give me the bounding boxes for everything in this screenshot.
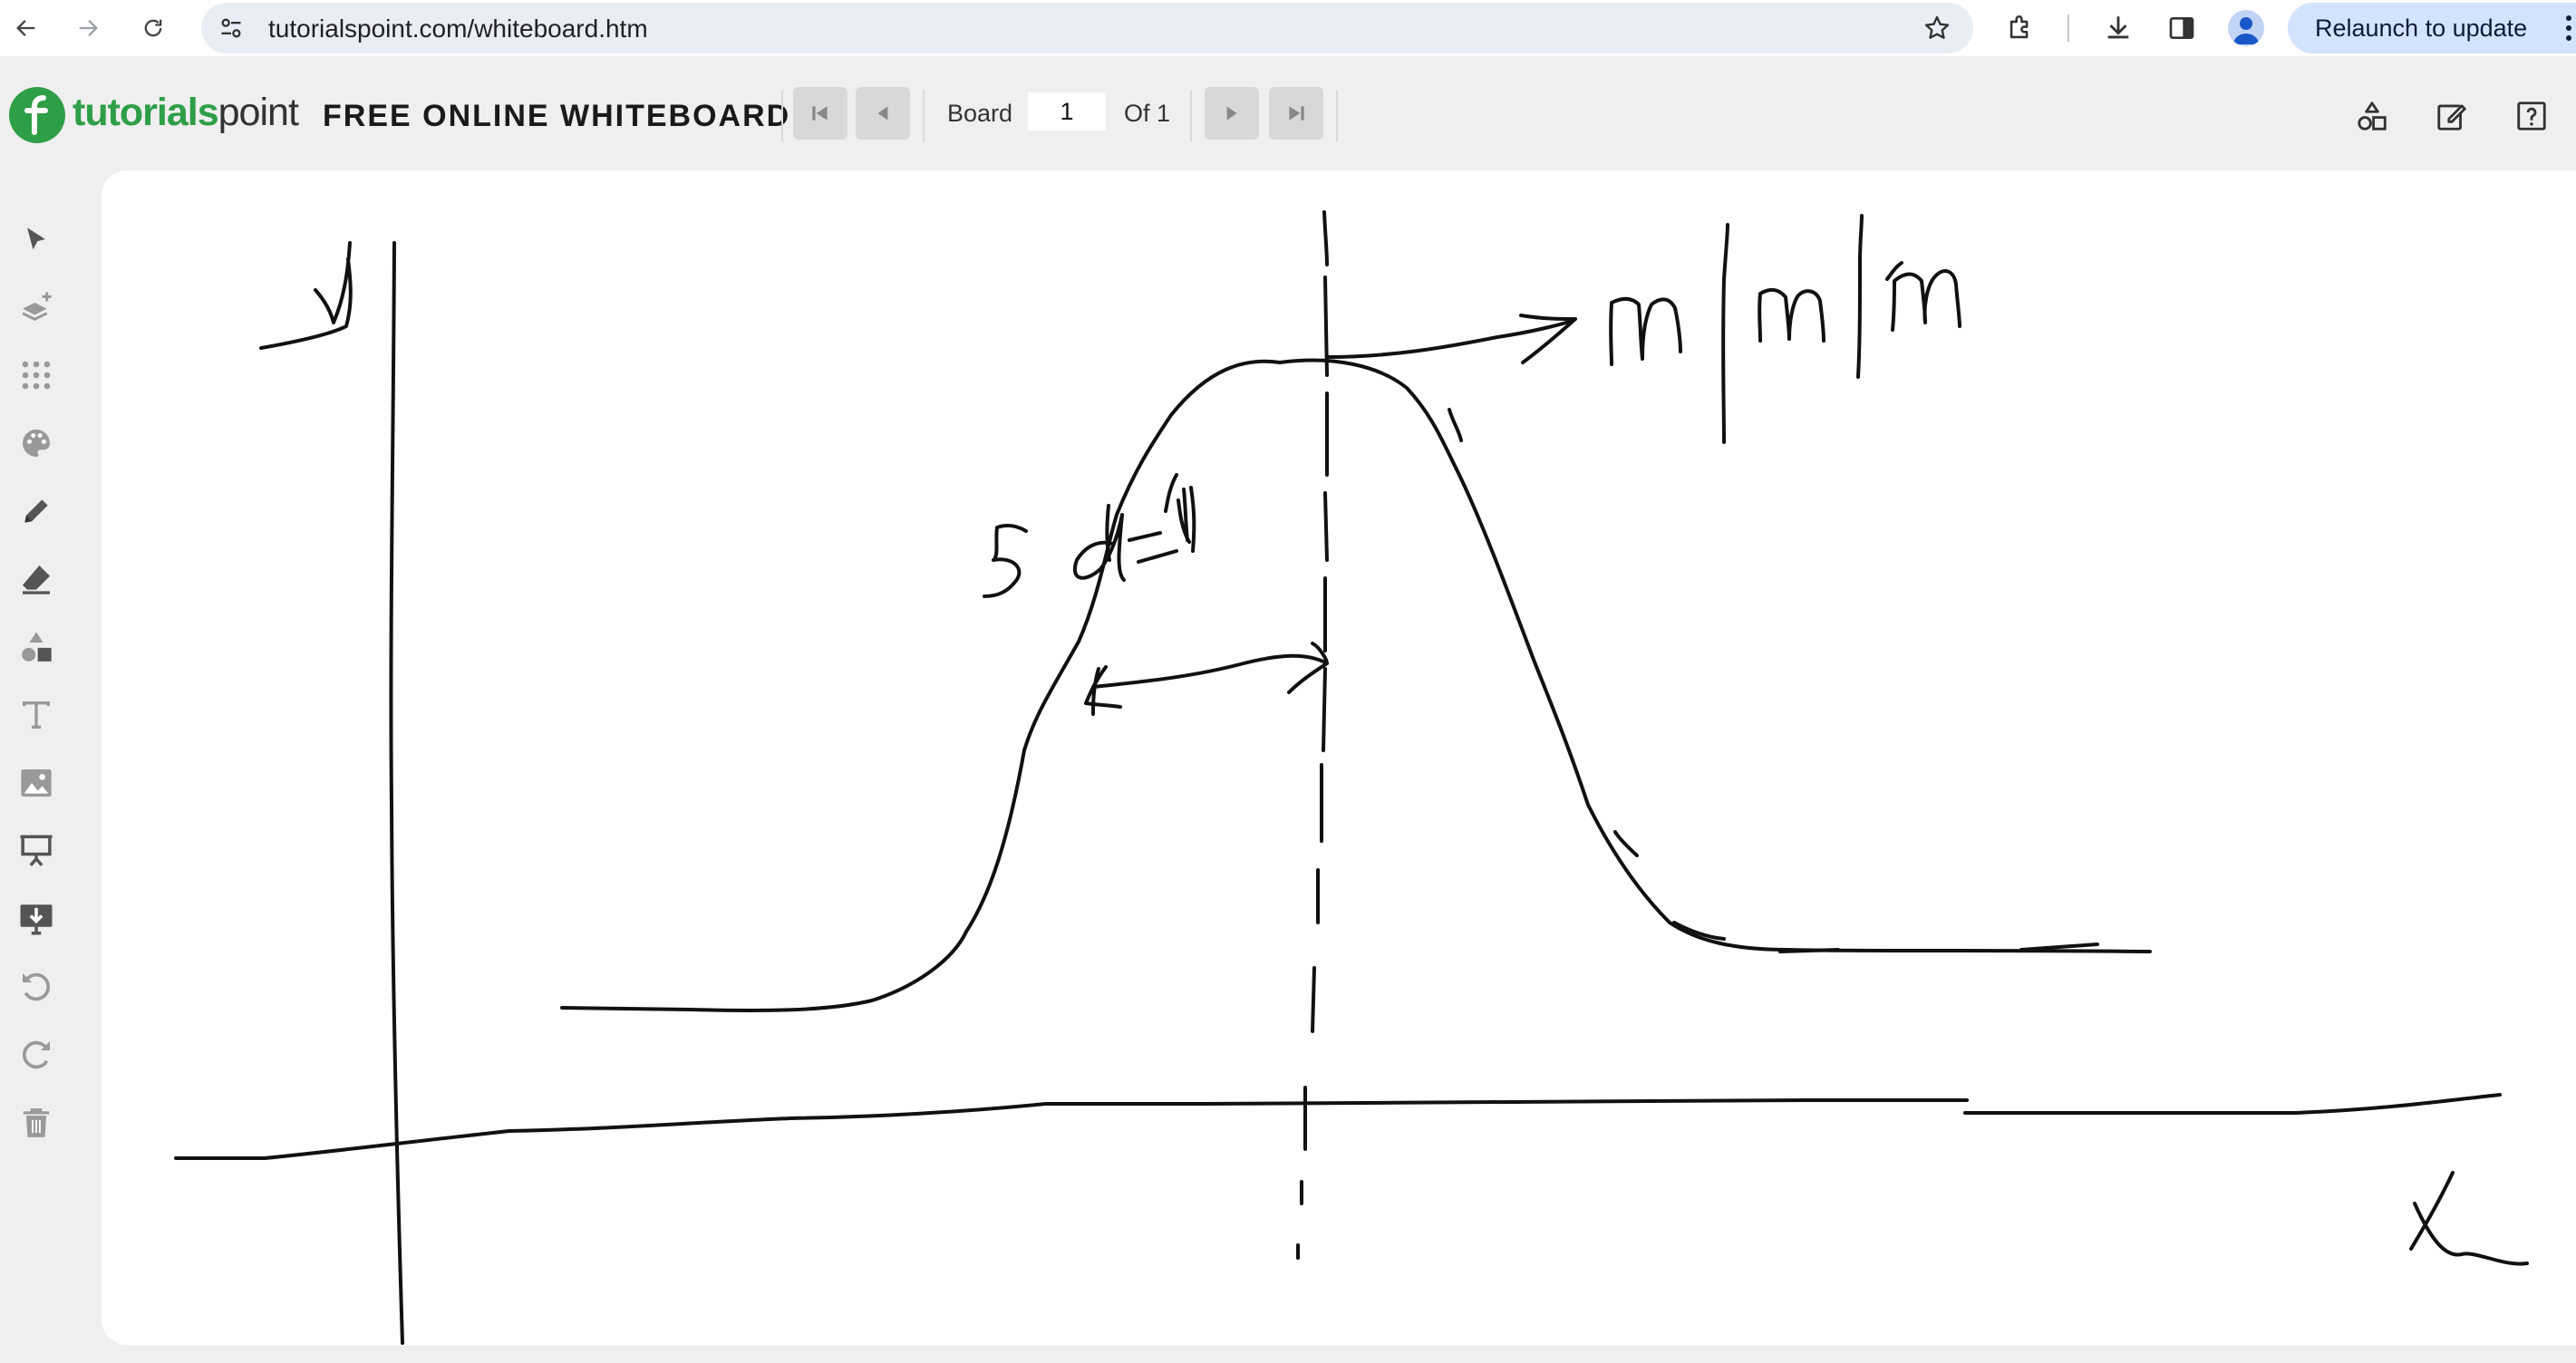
- header-divider: [1190, 91, 1192, 141]
- app-header: tutorialspoint FREE ONLINE WHITEBOARD Bo…: [0, 71, 2576, 158]
- forward-icon[interactable]: [67, 7, 109, 49]
- sd-value-stroke: [1177, 486, 1196, 553]
- browser-toolbar: tutorialspoint.com/whiteboard.htm Relaun…: [0, 0, 2576, 56]
- x-axis-stroke: [174, 1093, 2502, 1160]
- curve-tick-stroke: [1091, 408, 2099, 953]
- reload-icon[interactable]: [132, 7, 174, 49]
- mean-dashed-stroke: [1296, 210, 1329, 1260]
- menu-dots-icon[interactable]: [2565, 15, 2572, 41]
- board-total-label: Of 1: [1124, 100, 1171, 127]
- logo-icon: [9, 87, 65, 143]
- undo-icon[interactable]: [13, 963, 60, 1010]
- shapes-tool-icon[interactable]: [13, 624, 60, 671]
- peak-arrow-stroke: [1325, 314, 1577, 364]
- url-text[interactable]: tutorialspoint.com/whiteboard.htm: [268, 14, 648, 43]
- color-palette-icon[interactable]: [13, 420, 60, 467]
- header-divider: [923, 91, 925, 141]
- text-icon[interactable]: [13, 691, 60, 739]
- header-divider: [1336, 91, 1338, 141]
- image-icon[interactable]: [13, 759, 60, 807]
- next-board-button[interactable]: [1205, 87, 1259, 140]
- dot-grid-icon[interactable]: [13, 352, 60, 399]
- toolbar-divider: [2068, 14, 2069, 42]
- pencil-icon[interactable]: [13, 488, 60, 535]
- mmm-label-stroke: [1609, 214, 1961, 444]
- whiteboard-canvas[interactable]: [102, 170, 2576, 1345]
- trash-icon[interactable]: [13, 1099, 60, 1146]
- page-title: FREE ONLINE WHITEBOARD: [323, 99, 791, 133]
- layers-add-icon[interactable]: [13, 284, 60, 331]
- eraser-icon[interactable]: [13, 556, 60, 603]
- board-label: Board: [947, 100, 1013, 127]
- profile-icon[interactable]: [2228, 10, 2264, 46]
- header-divider: [781, 91, 783, 141]
- board-number-input[interactable]: [1028, 92, 1106, 130]
- y-label-stroke: [259, 241, 353, 350]
- sd-label-stroke: [983, 513, 1178, 598]
- relaunch-label: Relaunch to update: [2315, 14, 2528, 42]
- edit-icon[interactable]: [2431, 95, 2473, 137]
- address-bar[interactable]: tutorialspoint.com/whiteboard.htm: [201, 3, 1973, 53]
- first-board-button[interactable]: [793, 87, 847, 140]
- presentation-icon[interactable]: [13, 827, 60, 875]
- previous-board-button[interactable]: [856, 87, 910, 140]
- bell-curve-stroke: [560, 358, 2152, 1012]
- site-settings-icon[interactable]: [216, 13, 247, 44]
- shapes-icon[interactable]: [2351, 95, 2393, 137]
- freehand-drawing: [174, 210, 2529, 1345]
- last-board-button[interactable]: [1269, 87, 1323, 140]
- x-label-stroke: [2409, 1171, 2529, 1266]
- download-icon[interactable]: [2099, 9, 2137, 47]
- bookmark-star-icon[interactable]: [1921, 12, 1953, 44]
- redo-icon[interactable]: [13, 1031, 60, 1078]
- sd-arrow-stroke: [1084, 642, 1329, 709]
- relaunch-button[interactable]: Relaunch to update: [2288, 3, 2576, 53]
- select-pointer-icon[interactable]: [13, 216, 60, 263]
- side-panel-icon[interactable]: [2163, 9, 2201, 47]
- extensions-icon[interactable]: [2001, 9, 2039, 47]
- logo-text[interactable]: tutorialspoint: [73, 91, 299, 134]
- back-icon[interactable]: [5, 7, 47, 49]
- help-icon[interactable]: [2511, 95, 2552, 137]
- download-board-icon[interactable]: [13, 895, 60, 942]
- y-axis-stroke: [389, 241, 404, 1345]
